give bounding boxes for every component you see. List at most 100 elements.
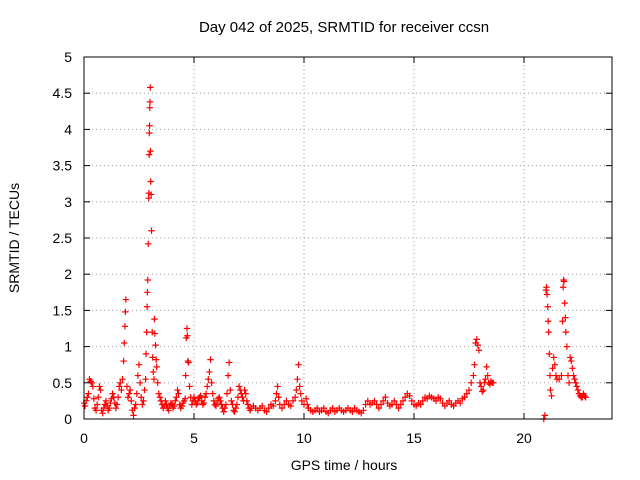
data-point <box>121 339 128 347</box>
data-point <box>235 383 243 390</box>
data-point <box>134 372 142 379</box>
data-point <box>571 375 578 383</box>
data-point <box>244 401 252 408</box>
data-point <box>133 390 140 397</box>
data-point <box>463 390 470 397</box>
data-point <box>120 357 127 365</box>
data-point <box>147 147 154 155</box>
data-point <box>551 361 558 368</box>
data-point <box>563 343 571 350</box>
data-point <box>85 390 92 397</box>
data-point <box>552 372 560 379</box>
x-axis-label: GPS time / hours <box>291 457 398 473</box>
data-point <box>119 375 126 383</box>
data-point <box>190 394 198 401</box>
x-tick-label: 20 <box>516 430 532 446</box>
y-tick-label: 5 <box>64 49 72 65</box>
data-point <box>273 390 280 397</box>
data-point <box>242 390 249 397</box>
x-tick-label: 15 <box>406 430 422 446</box>
data-point <box>165 407 172 414</box>
data-point <box>480 386 487 394</box>
y-tick-label: 4 <box>64 121 72 137</box>
data-point <box>106 404 113 412</box>
data-point <box>130 412 137 419</box>
data-point <box>113 401 121 408</box>
data-point <box>482 375 489 383</box>
data-point <box>217 397 224 405</box>
data-point <box>182 372 189 379</box>
data-point <box>287 402 294 410</box>
data-point <box>278 404 286 412</box>
data-point <box>231 408 238 415</box>
data-point <box>294 375 301 383</box>
data-point <box>582 394 589 401</box>
data-point <box>144 289 151 296</box>
data-point <box>154 379 161 386</box>
data-point <box>205 375 212 383</box>
data-point <box>146 122 153 129</box>
data-point <box>572 379 579 386</box>
data-point <box>297 390 304 397</box>
y-tick-label: 2.5 <box>53 230 73 246</box>
data-point <box>221 404 228 412</box>
data-point <box>125 390 133 397</box>
data-point <box>233 401 241 408</box>
data-point <box>474 341 481 349</box>
data-point <box>475 347 483 354</box>
data-point <box>216 394 223 401</box>
data-point <box>408 397 415 405</box>
data-point <box>479 388 486 395</box>
data-point <box>224 372 232 379</box>
data-point <box>471 361 478 368</box>
data-point <box>556 375 563 383</box>
data-point <box>184 357 192 365</box>
data-point <box>123 383 131 390</box>
data-point <box>213 399 221 407</box>
data-point <box>99 410 106 417</box>
data-point <box>223 390 231 397</box>
data-point <box>102 397 110 405</box>
data-point <box>90 395 98 402</box>
data-point <box>477 383 485 390</box>
data-point <box>116 383 123 390</box>
data-point <box>143 303 151 310</box>
data-point <box>206 368 213 376</box>
data-point <box>171 402 178 410</box>
data-point <box>92 407 100 414</box>
data-point <box>174 386 181 394</box>
data-point <box>570 372 577 379</box>
data-point <box>149 354 156 361</box>
data-point <box>141 386 148 394</box>
data-point <box>432 397 440 405</box>
data-point <box>100 404 107 412</box>
data-point <box>148 227 155 234</box>
data-point <box>406 392 413 400</box>
data-point <box>289 397 297 405</box>
data-point <box>142 375 149 383</box>
data-point <box>122 296 129 303</box>
data-point <box>197 392 204 400</box>
data-point <box>275 394 282 401</box>
y-tick-label: 1.5 <box>53 302 73 318</box>
data-point <box>490 379 497 386</box>
data-point <box>81 402 89 410</box>
data-point <box>185 359 192 366</box>
data-point <box>446 397 453 405</box>
data-point <box>175 390 182 397</box>
data-point <box>292 394 299 401</box>
data-point <box>89 383 96 390</box>
data-point <box>163 401 170 408</box>
data-point <box>295 361 302 368</box>
data-point <box>465 386 473 394</box>
data-point <box>146 129 153 137</box>
data-point <box>178 402 186 410</box>
data-point <box>574 386 582 394</box>
data-point <box>397 401 404 408</box>
x-tick-label: 0 <box>80 430 88 446</box>
data-point <box>259 402 266 410</box>
data-point <box>546 350 553 358</box>
data-point <box>153 363 160 371</box>
data-point <box>437 395 444 402</box>
data-point <box>127 386 134 394</box>
